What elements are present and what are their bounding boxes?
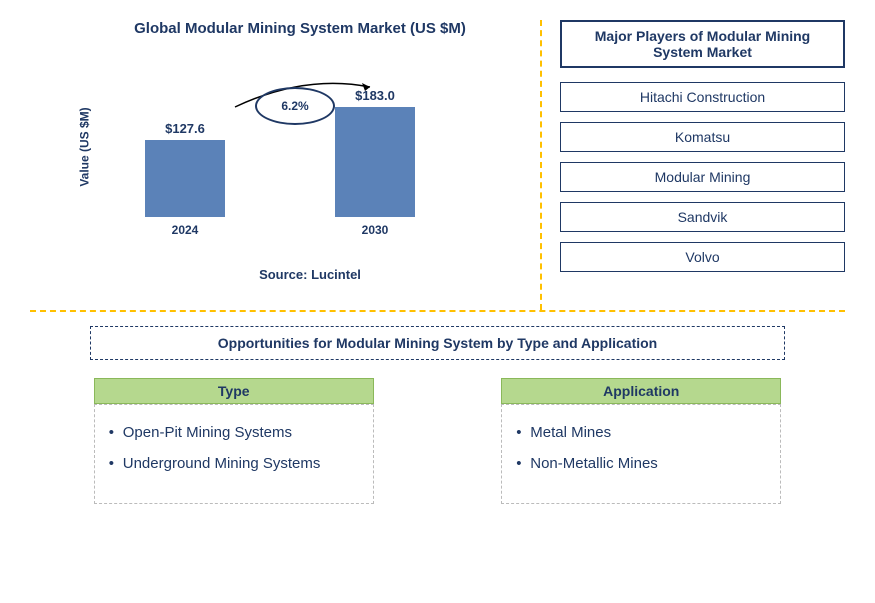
col-body: Open-Pit Mining Systems Underground Mini…: [94, 404, 374, 504]
xtick: 2024: [125, 223, 245, 237]
bar-group-2030: $183.0: [315, 88, 435, 217]
bar-group-2024: $127.6: [125, 121, 245, 217]
list-item: Open-Pit Mining Systems: [109, 417, 359, 448]
player-item: Volvo: [560, 242, 845, 272]
infographic-container: Global Modular Mining System Market (US …: [0, 0, 875, 603]
bar-2030: [335, 107, 415, 217]
xtick: 2030: [315, 223, 435, 237]
opportunities-col-application: Application Metal Mines Non-Metallic Min…: [501, 378, 781, 504]
player-item: Sandvik: [560, 202, 845, 232]
top-section: Global Modular Mining System Market (US …: [0, 0, 875, 310]
col-body: Metal Mines Non-Metallic Mines: [501, 404, 781, 504]
player-item: Modular Mining: [560, 162, 845, 192]
col-header: Application: [501, 378, 781, 404]
player-item: Hitachi Construction: [560, 82, 845, 112]
player-item: Komatsu: [560, 122, 845, 152]
list-item: Metal Mines: [516, 417, 766, 448]
opportunities-col-type: Type Open-Pit Mining Systems Underground…: [94, 378, 374, 504]
bar-2024: [145, 140, 225, 217]
bars-container: $127.6 $183.0: [90, 77, 470, 217]
bar-value-label: $183.0: [355, 88, 395, 103]
players-title: Major Players of Modular Mining System M…: [560, 20, 845, 68]
players-panel: Major Players of Modular Mining System M…: [540, 0, 875, 310]
bar-value-label: $127.6: [165, 121, 205, 136]
opportunities-title: Opportunities for Modular Mining System …: [90, 326, 785, 360]
chart-area: Global Modular Mining System Market (US …: [0, 0, 540, 310]
col-header: Type: [94, 378, 374, 404]
bar-chart: Value (US $M) 6.2% $127.6 $183.0: [90, 57, 470, 237]
chart-source: Source: Lucintel: [90, 267, 530, 282]
list-item: Non-Metallic Mines: [516, 448, 766, 479]
list-item: Underground Mining Systems: [109, 448, 359, 479]
chart-xaxis: 2024 2030: [90, 223, 470, 237]
chart-title: Global Modular Mining System Market (US …: [70, 20, 530, 37]
opportunities-section: Opportunities for Modular Mining System …: [0, 312, 875, 514]
vertical-divider: [540, 20, 542, 310]
opportunities-columns: Type Open-Pit Mining Systems Underground…: [30, 378, 845, 504]
